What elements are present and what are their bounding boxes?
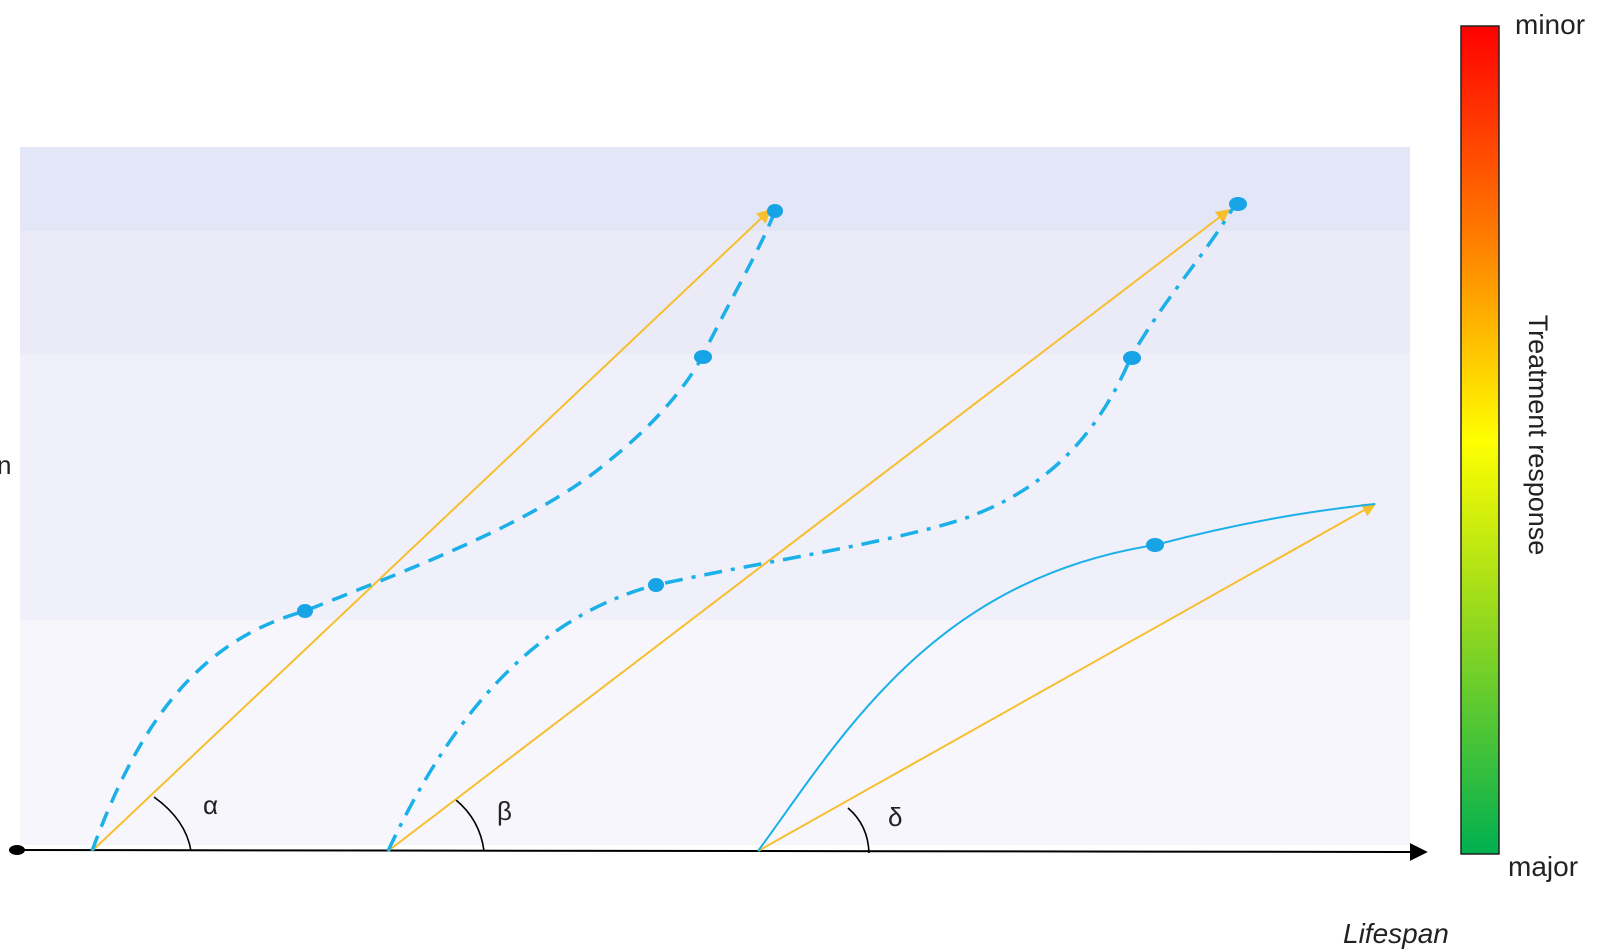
angle-arc-delta	[847, 807, 870, 854]
lifespan-axis	[9, 842, 1428, 861]
angle-arc-alpha	[153, 796, 192, 852]
data-point	[1229, 197, 1247, 211]
angle-arcs	[153, 796, 870, 854]
treatment-response-colorbar: minor major Treatment response	[1460, 9, 1585, 882]
data-point	[767, 204, 783, 218]
colorbar-title: Treatment response	[1523, 315, 1553, 556]
x-axis-title: Lifespan	[1343, 918, 1449, 949]
angle-label-alpha: α	[203, 790, 218, 820]
trajectory-curve-dashed	[90, 210, 777, 852]
band-lower	[20, 620, 1410, 845]
trajectory-curve-solid	[757, 503, 1376, 852]
trajectory-curve-dash-dot	[386, 195, 1242, 852]
angle-label-delta: δ	[888, 802, 902, 832]
colorbar-label-minor: minor	[1515, 9, 1585, 40]
trend-arrow-alpha	[91, 209, 772, 852]
axis-line	[17, 842, 1428, 861]
data-point	[694, 350, 712, 364]
band-top	[20, 147, 1410, 231]
trend-arrows	[91, 209, 1377, 852]
data-point	[297, 604, 313, 618]
data-point	[1123, 351, 1141, 365]
trajectory-curves	[90, 195, 1376, 852]
trend-arrow-beta	[387, 209, 1231, 852]
colorbar-label-major: major	[1508, 851, 1578, 882]
colorbar-gradient	[1460, 25, 1500, 855]
trend-arrow-delta	[757, 503, 1377, 852]
y-axis-label-fragment: n	[0, 450, 11, 480]
angle-label-beta: β	[497, 796, 512, 826]
measurement-points	[297, 197, 1247, 618]
background-bands	[20, 147, 1410, 845]
axis-origin-dot	[9, 845, 25, 855]
band-middle	[20, 354, 1410, 620]
data-point	[1146, 538, 1164, 552]
band-upper	[20, 231, 1410, 354]
data-point	[648, 578, 664, 592]
angle-arc-beta	[455, 799, 485, 852]
